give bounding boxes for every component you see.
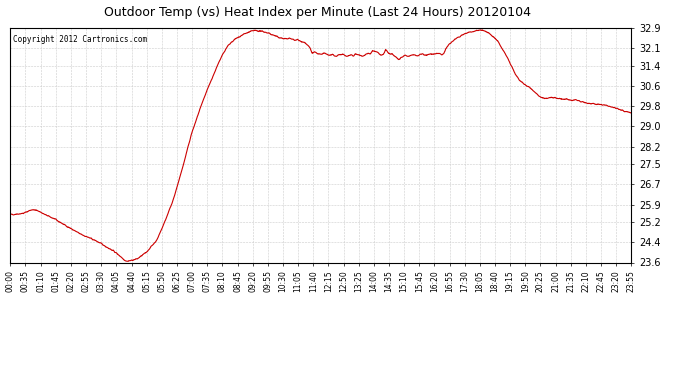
Text: Copyright 2012 Cartronics.com: Copyright 2012 Cartronics.com [14,35,148,44]
Text: Outdoor Temp (vs) Heat Index per Minute (Last 24 Hours) 20120104: Outdoor Temp (vs) Heat Index per Minute … [104,6,531,19]
